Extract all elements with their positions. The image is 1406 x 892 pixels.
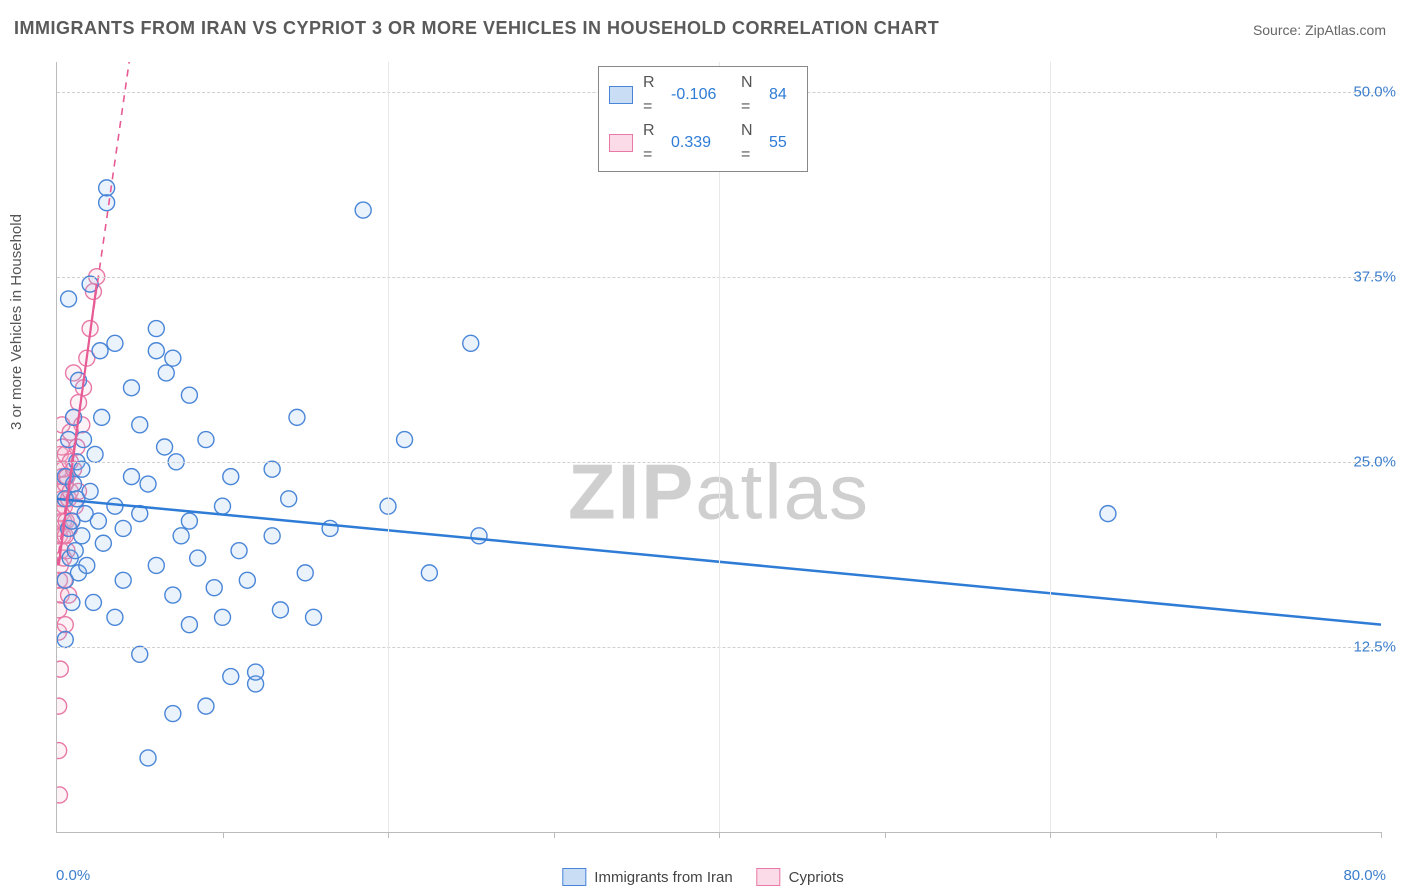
- legend-swatch-iran: [562, 868, 586, 886]
- legend-swatch-cypriot: [757, 868, 781, 886]
- data-point-iran: [272, 602, 288, 618]
- data-point-iran: [132, 646, 148, 662]
- data-point-iran: [74, 528, 90, 544]
- data-point-iran: [181, 617, 197, 633]
- data-point-iran: [115, 520, 131, 536]
- data-point-iran: [198, 698, 214, 714]
- data-point-iran: [148, 321, 164, 337]
- data-point-iran: [74, 461, 90, 477]
- data-point-iran: [57, 632, 73, 648]
- data-point-iran: [61, 291, 77, 307]
- data-point-cypriot: [57, 743, 67, 759]
- data-point-iran: [87, 446, 103, 462]
- correlation-legend: R = -0.106 N = 84 R = 0.339 N = 55: [598, 66, 808, 172]
- legend-label-iran: Immigrants from Iran: [594, 869, 732, 886]
- data-point-cypriot: [57, 661, 68, 677]
- scatter-plot: ZIPatlas: [56, 62, 1381, 833]
- data-point-iran: [322, 520, 338, 536]
- data-point-iran: [421, 565, 437, 581]
- data-point-iran: [75, 432, 91, 448]
- data-point-iran: [264, 528, 280, 544]
- data-point-cypriot: [57, 787, 67, 803]
- series-legend: Immigrants from Iran Cypriots: [562, 868, 843, 886]
- x-axis-min-label: 0.0%: [56, 867, 90, 884]
- data-point-iran: [99, 180, 115, 196]
- data-point-iran: [215, 609, 231, 625]
- data-point-cypriot: [71, 395, 87, 411]
- data-point-iran: [123, 380, 139, 396]
- data-point-iran: [239, 572, 255, 588]
- data-point-iran: [92, 343, 108, 359]
- data-point-iran: [463, 335, 479, 351]
- y-tick-label: 25.0%: [1353, 453, 1396, 470]
- data-point-iran: [148, 343, 164, 359]
- data-point-iran: [148, 557, 164, 573]
- data-point-iran: [95, 535, 111, 551]
- data-point-iran: [107, 335, 123, 351]
- data-point-iran: [82, 483, 98, 499]
- data-point-iran: [198, 432, 214, 448]
- data-point-iran: [215, 498, 231, 514]
- r-value-iran: -0.106: [671, 83, 731, 107]
- data-point-iran: [165, 350, 181, 366]
- data-point-iran: [107, 498, 123, 514]
- data-point-iran: [206, 580, 222, 596]
- data-point-iran: [67, 543, 83, 559]
- r-value-cypriot: 0.339: [671, 131, 731, 155]
- correlation-row-iran: R = -0.106 N = 84: [609, 71, 797, 119]
- data-point-cypriot: [57, 698, 67, 714]
- legend-item-iran: Immigrants from Iran: [562, 868, 732, 886]
- data-point-iran: [281, 491, 297, 507]
- data-point-iran: [289, 409, 305, 425]
- data-point-iran: [355, 202, 371, 218]
- correlation-row-cypriot: R = 0.339 N = 55: [609, 119, 797, 167]
- data-point-iran: [158, 365, 174, 381]
- y-axis-title: 3 or more Vehicles in Household: [8, 214, 25, 430]
- n-value-cypriot: 55: [769, 131, 797, 155]
- data-point-iran: [94, 409, 110, 425]
- x-axis-max-label: 80.0%: [1343, 867, 1386, 884]
- data-point-iran: [107, 609, 123, 625]
- swatch-iran: [609, 86, 633, 104]
- data-point-iran: [223, 669, 239, 685]
- data-point-iran: [90, 513, 106, 529]
- data-point-iran: [1100, 506, 1116, 522]
- data-point-iran: [181, 513, 197, 529]
- data-point-iran: [99, 195, 115, 211]
- source-label: Source: ZipAtlas.com: [1253, 22, 1386, 38]
- data-point-iran: [190, 550, 206, 566]
- y-tick-label: 50.0%: [1353, 83, 1396, 100]
- data-point-iran: [297, 565, 313, 581]
- data-point-iran: [223, 469, 239, 485]
- data-point-iran: [123, 469, 139, 485]
- legend-item-cypriot: Cypriots: [757, 868, 844, 886]
- y-tick-label: 12.5%: [1353, 638, 1396, 655]
- data-point-iran: [79, 557, 95, 573]
- data-point-iran: [264, 461, 280, 477]
- data-point-iran: [181, 387, 197, 403]
- legend-label-cypriot: Cypriots: [789, 869, 844, 886]
- data-point-iran: [140, 750, 156, 766]
- data-point-iran: [132, 417, 148, 433]
- data-point-iran: [471, 528, 487, 544]
- data-point-iran: [157, 439, 173, 455]
- data-point-iran: [397, 432, 413, 448]
- data-point-iran: [165, 587, 181, 603]
- swatch-cypriot: [609, 134, 633, 152]
- n-value-iran: 84: [769, 83, 797, 107]
- data-point-iran: [173, 528, 189, 544]
- data-point-cypriot: [57, 617, 73, 633]
- data-point-iran: [165, 706, 181, 722]
- data-point-iran: [140, 476, 156, 492]
- data-point-iran: [64, 594, 80, 610]
- data-point-iran: [85, 594, 101, 610]
- data-point-iran: [306, 609, 322, 625]
- data-point-iran: [231, 543, 247, 559]
- y-tick-label: 37.5%: [1353, 268, 1396, 285]
- data-point-iran: [115, 572, 131, 588]
- data-point-iran: [248, 664, 264, 680]
- chart-title: IMMIGRANTS FROM IRAN VS CYPRIOT 3 OR MOR…: [14, 18, 939, 39]
